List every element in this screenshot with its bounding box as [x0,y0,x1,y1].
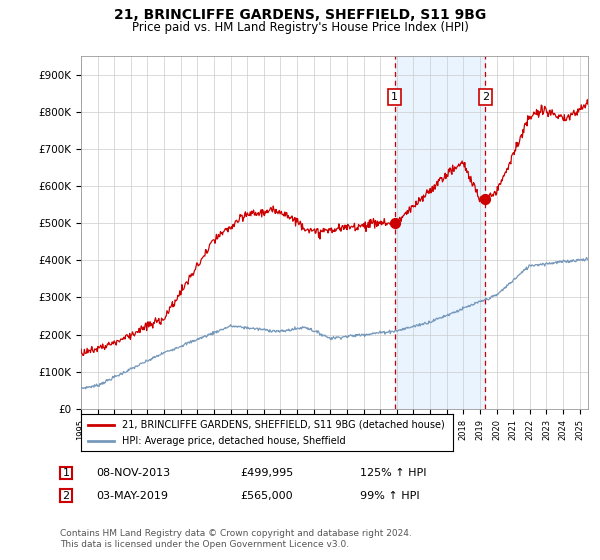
Text: 21, BRINCLIFFE GARDENS, SHEFFIELD, S11 9BG: 21, BRINCLIFFE GARDENS, SHEFFIELD, S11 9… [114,8,486,22]
Text: £499,995: £499,995 [240,468,293,478]
Point [481,194,490,203]
Text: 125% ↑ HPI: 125% ↑ HPI [360,468,427,478]
Bar [395,56,485,409]
Text: 1: 1 [62,468,70,478]
Text: 2: 2 [62,491,70,501]
Text: £565,000: £565,000 [240,491,293,501]
Text: 21, BRINCLIFFE GARDENS, SHEFFIELD, S11 9BG (detached house): 21, BRINCLIFFE GARDENS, SHEFFIELD, S11 9… [122,419,445,430]
Text: Contains HM Land Registry data © Crown copyright and database right 2024.
This d: Contains HM Land Registry data © Crown c… [60,529,412,549]
Text: 1: 1 [391,92,398,102]
Text: HPI: Average price, detached house, Sheffield: HPI: Average price, detached house, Shef… [122,436,346,446]
Text: 08-NOV-2013: 08-NOV-2013 [96,468,170,478]
Text: 2: 2 [482,92,489,102]
Text: 03-MAY-2019: 03-MAY-2019 [96,491,168,501]
Text: Price paid vs. HM Land Registry's House Price Index (HPI): Price paid vs. HM Land Registry's House … [131,21,469,34]
Text: 99% ↑ HPI: 99% ↑ HPI [360,491,419,501]
Point [390,218,400,227]
